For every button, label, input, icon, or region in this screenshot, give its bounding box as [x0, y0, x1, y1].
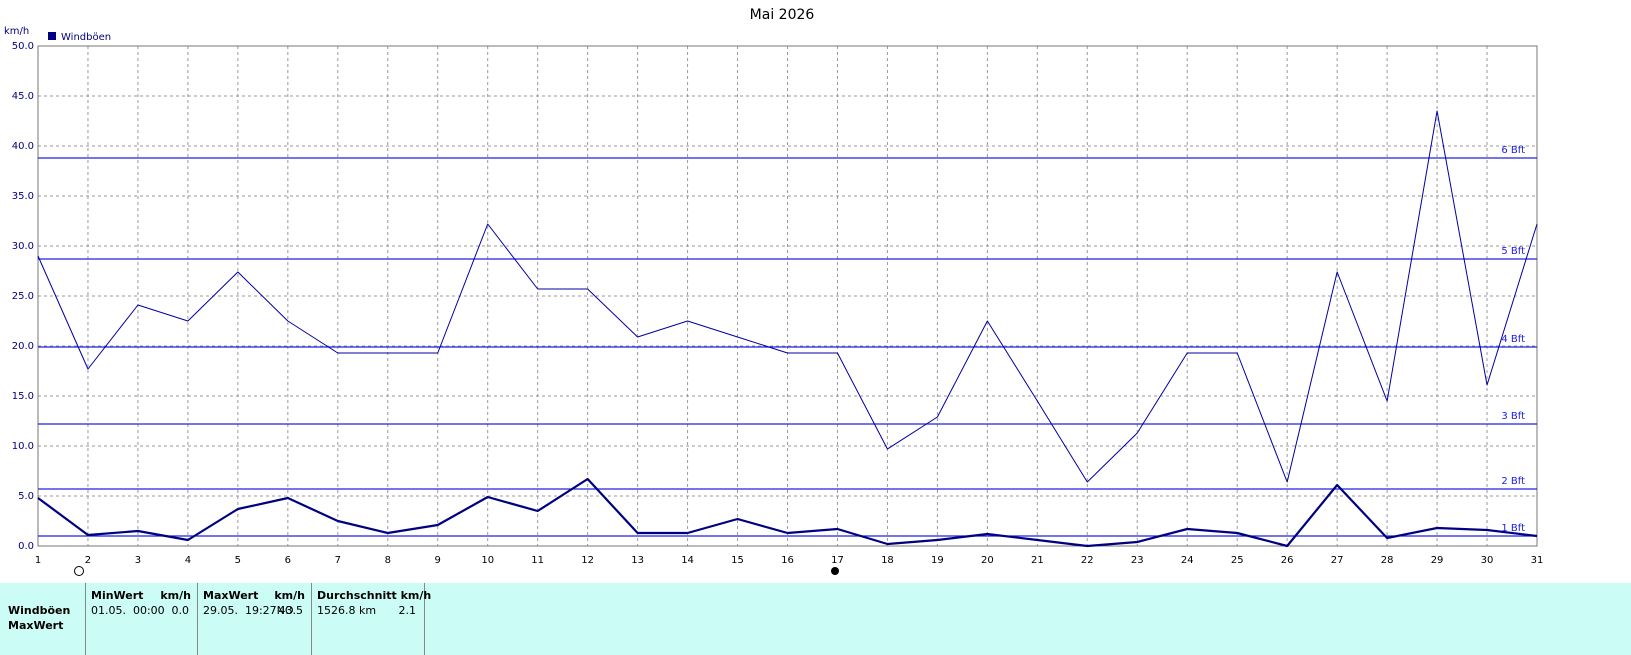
legend-label: Windböen: [61, 32, 111, 43]
x-tick-label: 5: [235, 555, 241, 566]
x-tick-label: 11: [531, 555, 544, 566]
y-tick-label: 40.0: [12, 141, 34, 152]
row-label: MaxWert: [8, 619, 64, 632]
separator: [424, 583, 425, 655]
column-head: MaxWert: [203, 589, 259, 602]
x-tick-label: 30: [1481, 555, 1494, 566]
plot-frame: [37, 45, 1538, 547]
x-tick-label: 3: [135, 555, 141, 566]
moon-icon: [831, 567, 839, 575]
x-tick-label: 7: [335, 555, 341, 566]
x-tick-label: 26: [1281, 555, 1294, 566]
x-tick-label: 22: [1081, 555, 1094, 566]
separator: [85, 583, 86, 655]
bft-label: 6 Bft: [1501, 145, 1525, 156]
cell: 43.5: [278, 604, 304, 617]
bft-label: 3 Bft: [1501, 411, 1525, 422]
y-tick-label: 0.0: [18, 541, 34, 552]
x-tick-label: 16: [781, 555, 794, 566]
legend-swatch: [48, 32, 56, 40]
y-tick-label: 10.0: [12, 441, 34, 452]
x-tick-label: 8: [385, 555, 391, 566]
x-tick-label: 20: [981, 555, 994, 566]
x-tick-label: 24: [1181, 555, 1194, 566]
x-tick-label: 13: [631, 555, 644, 566]
cell: 29.05. 19:27NO: [203, 604, 294, 617]
bft-label: 4 Bft: [1501, 334, 1525, 345]
x-tick-label: 23: [1131, 555, 1144, 566]
cell: 2.1: [398, 604, 417, 617]
stats-table: Windböen MaxWert MinWert km/h 01.05. 00:00…: [0, 583, 1631, 655]
x-tick-label: 29: [1431, 555, 1444, 566]
x-tick-label: 25: [1231, 555, 1244, 566]
bft-label: 5 Bft: [1501, 246, 1525, 257]
separator: [311, 583, 312, 655]
x-tick-label: 31: [1531, 555, 1544, 566]
x-tick-label: 1: [35, 555, 41, 566]
y-tick-label: 30.0: [12, 241, 34, 252]
column-head: MinWert: [91, 589, 144, 602]
x-tick-label: 12: [581, 555, 594, 566]
x-tick-label: 2: [85, 555, 91, 566]
column-head: Durchschnitt km/h: [317, 589, 432, 602]
x-tick-label: 18: [881, 555, 894, 566]
column-unit: km/h: [274, 589, 305, 602]
x-tick-label: 28: [1381, 555, 1394, 566]
y-tick-label: 15.0: [12, 391, 34, 402]
separator: [197, 583, 198, 655]
y-tick-label: 50.0: [12, 41, 34, 52]
x-tick-label: 4: [185, 555, 191, 566]
y-tick-label: 5.0: [18, 491, 34, 502]
cell: 0.0: [171, 604, 190, 617]
chart-title: Mai 2026: [750, 7, 815, 23]
moon-icon: [74, 566, 84, 576]
cell: 01.05. 00:00: [91, 604, 165, 617]
x-tick-label: 21: [1031, 555, 1044, 566]
x-tick-label: 19: [931, 555, 944, 566]
x-tick-label: 15: [731, 555, 744, 566]
cell: 1526.8 km: [317, 604, 377, 617]
x-tick-label: 14: [681, 555, 694, 566]
bft-label: 1 Bft: [1501, 523, 1525, 534]
x-tick-label: 10: [481, 555, 494, 566]
column-unit: km/h: [160, 589, 191, 602]
bft-label: 2 Bft: [1501, 476, 1525, 487]
y-tick-label: 35.0: [12, 191, 34, 202]
series-line: [37, 477, 1538, 548]
x-tick-label: 6: [285, 555, 291, 566]
x-tick-label: 17: [831, 555, 844, 566]
y-axis-label: km/h: [4, 26, 29, 37]
row-label: Windböen: [8, 604, 71, 617]
chart: Mai 2026 km/h 0.0 5.0 10.0 15.0 20.0 25.0 30.0…: [4, 7, 1544, 576]
y-tick-label: 25.0: [12, 291, 34, 302]
x-tick-label: 9: [435, 555, 441, 566]
series-line: [37, 110, 1538, 483]
x-tick-label: 27: [1331, 555, 1344, 566]
y-tick-label: 45.0: [12, 91, 34, 102]
y-tick-label: 20.0: [12, 341, 34, 352]
